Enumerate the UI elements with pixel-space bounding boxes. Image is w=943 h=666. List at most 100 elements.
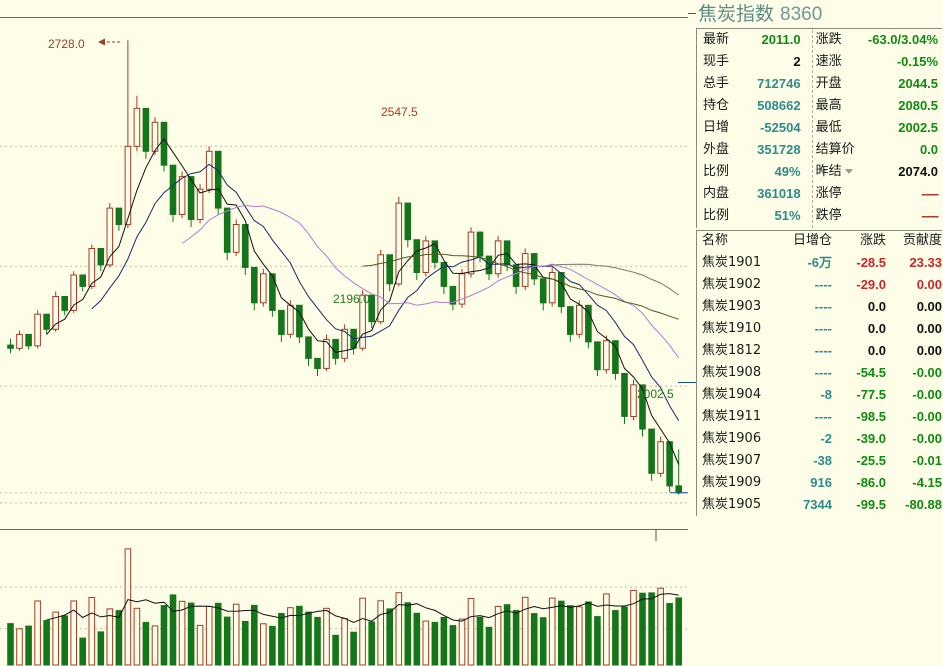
quote-row: 比例 51% 跌停 -----	[697, 205, 942, 227]
contract-open-interest: ----	[814, 299, 832, 314]
quote-value-right: 2002.5	[898, 120, 939, 135]
contract-open-interest: 916	[810, 475, 832, 490]
volume-svg	[0, 529, 688, 666]
contract-table[interactable]: 名称 日增仓 涨跌 贡献度 焦炭1901 -6万 -28.5 23.33 焦炭1902 -…	[678, 230, 942, 516]
quote-label-right: 昨结	[807, 161, 865, 183]
quote-label-left: 内盘	[703, 186, 730, 201]
contract-table-left-rule	[696, 230, 697, 516]
title-tick-mark	[688, 13, 696, 14]
contract-name: 焦炭1904	[702, 387, 762, 402]
contract-contribution: 0.00	[916, 299, 942, 314]
quote-label-right: 涨停	[807, 183, 865, 205]
quote-label-right-text: 速涨	[815, 54, 842, 69]
contract-open-interest: ----	[814, 343, 832, 358]
volume-chart-pane[interactable]	[0, 529, 688, 666]
annotation-high-arrow	[98, 38, 120, 46]
contract-change: 0.0	[867, 321, 886, 336]
contract-name: 焦炭1905	[702, 497, 762, 512]
quote-column-divider	[812, 30, 813, 228]
quote-label-left: 持仓	[703, 98, 730, 113]
chevron-down-icon[interactable]	[818, 169, 827, 174]
contract-contribution: -0.00	[912, 387, 942, 402]
table-row[interactable]: 焦炭1908 ---- -54.5 -0.00	[696, 362, 942, 384]
contract-change: -77.5	[856, 387, 886, 402]
table-row[interactable]: 焦炭1910 ---- 0.0 0.00	[696, 318, 942, 340]
contract-contribution: -0.01	[912, 453, 942, 468]
quote-row: 外盘 351728 结算价 0.0	[697, 139, 942, 174]
chevron-down-icon[interactable]	[844, 169, 853, 174]
quote-label-left: 比例	[703, 164, 730, 179]
quote-label-left: 比例	[703, 208, 730, 223]
col-header-name: 名称	[702, 233, 729, 248]
quote-panel[interactable]: 焦炭指数 8360 最新 2011.0 涨跌 -63.0/3.04% 现手 2 速涨 -0.15…	[678, 0, 943, 666]
table-row[interactable]: 焦炭1906 -2 -39.0 -0.00	[696, 428, 942, 450]
quote-summary-box: 最新 2011.0 涨跌 -63.0/3.04% 现手 2 速涨 -0.15% 总手 712746…	[696, 28, 942, 228]
contract-change: 0.0	[867, 299, 886, 314]
table-row[interactable]: 焦炭1909 916 -86.0 -4.15	[696, 472, 942, 494]
quote-value-left: 2011.0	[761, 32, 801, 47]
quote-label-left: 最新	[703, 32, 730, 47]
quote-label-right: 开盘	[807, 73, 865, 95]
quote-label-right: 最高	[807, 95, 865, 117]
instrument-code: 8360	[780, 4, 823, 25]
quote-row: 比例 49% 昨结 2074.0	[697, 161, 942, 183]
quote-row: 内盘 361018 涨停 -----	[697, 183, 942, 205]
quote-row: 现手 2 速涨 -0.15%	[697, 51, 942, 73]
quote-label-right-text: 涨停	[815, 186, 842, 201]
table-row[interactable]: 焦炭1911 ---- -98.5 -0.00	[696, 406, 942, 428]
quote-value-left: 508662	[757, 98, 801, 113]
contract-change: -29.0	[856, 277, 886, 292]
price-chart-pane[interactable]: 2728.0 2547.5 2196.0 2002.5	[0, 0, 688, 529]
contract-name: 焦炭1902	[702, 277, 762, 292]
contract-name: 焦炭1909	[702, 475, 762, 490]
ma-line-5	[46, 137, 680, 465]
volume-ma-line	[46, 593, 679, 623]
contract-table-header: 名称 日增仓 涨跌 贡献度	[696, 230, 942, 252]
quote-value-right: -----	[921, 208, 939, 223]
contract-change: -39.0	[856, 431, 886, 446]
contract-name: 焦炭1911	[702, 409, 762, 424]
table-row[interactable]: 焦炭1907 -38 -25.5 -0.01	[696, 450, 942, 472]
contract-open-interest: ----	[814, 321, 832, 336]
selected-price-marker	[678, 382, 696, 383]
contract-name: 焦炭1903	[702, 299, 762, 314]
contract-open-interest: ----	[814, 365, 832, 380]
contract-name: 焦炭1812	[702, 343, 762, 358]
annotation-high-price: 2728.0	[48, 37, 85, 51]
table-row[interactable]: 焦炭1904 -8 -77.5 -0.00	[696, 384, 942, 406]
contract-open-interest: -8	[820, 387, 832, 402]
chart-area[interactable]: 2728.0 2547.5 2196.0 2002.5	[0, 0, 688, 666]
quote-label-right-text: 最高	[815, 98, 842, 113]
quote-label-left: 现手	[703, 54, 730, 69]
contract-name: 焦炭1910	[702, 321, 762, 336]
contract-rows-container[interactable]: 焦炭1901 -6万 -28.5 23.33 焦炭1902 ---- -29.0 0.00 焦炭…	[696, 252, 942, 516]
quote-row: 日增 -52504 最低 2002.5	[697, 117, 942, 139]
contract-change: 0.0	[867, 343, 886, 358]
quote-label-right: 最低	[807, 117, 865, 139]
quote-value-right: -----	[921, 186, 939, 201]
contract-open-interest: -6万	[807, 255, 832, 270]
candlestick-svg	[0, 40, 688, 504]
contract-change: -99.5	[856, 497, 886, 512]
table-row[interactable]: 焦炭1812 ---- 0.0 0.00	[696, 340, 942, 362]
quote-value-left: 51%	[774, 208, 801, 223]
table-row[interactable]: 焦炭1905 7344 -99.5 -80.88	[696, 494, 942, 516]
page-title: 焦炭指数 8360	[698, 2, 822, 26]
quote-value-right: 2044.5	[898, 76, 939, 91]
contract-change: -86.0	[856, 475, 886, 490]
quote-label-left: 外盘	[703, 142, 730, 157]
quote-label-right-text: 最低	[815, 120, 842, 135]
annotation-mid-price: 2547.5	[381, 105, 418, 119]
contract-contribution: 0.00	[916, 321, 942, 336]
table-row[interactable]: 焦炭1901 -6万 -28.5 23.33	[696, 252, 942, 274]
instrument-name: 焦炭指数	[698, 3, 775, 25]
ma-line-20	[181, 204, 680, 359]
contract-change: -28.5	[856, 255, 886, 270]
quote-row: 最新 2011.0 涨跌 -63.0/3.04%	[697, 29, 942, 51]
contract-name: 焦炭1908	[702, 365, 762, 380]
quote-value-left: 712746	[757, 76, 801, 91]
table-row[interactable]: 焦炭1903 ---- 0.0 0.00	[696, 296, 942, 318]
contract-change: -98.5	[856, 409, 886, 424]
table-row[interactable]: 焦炭1902 ---- -29.0 0.00	[696, 274, 942, 296]
